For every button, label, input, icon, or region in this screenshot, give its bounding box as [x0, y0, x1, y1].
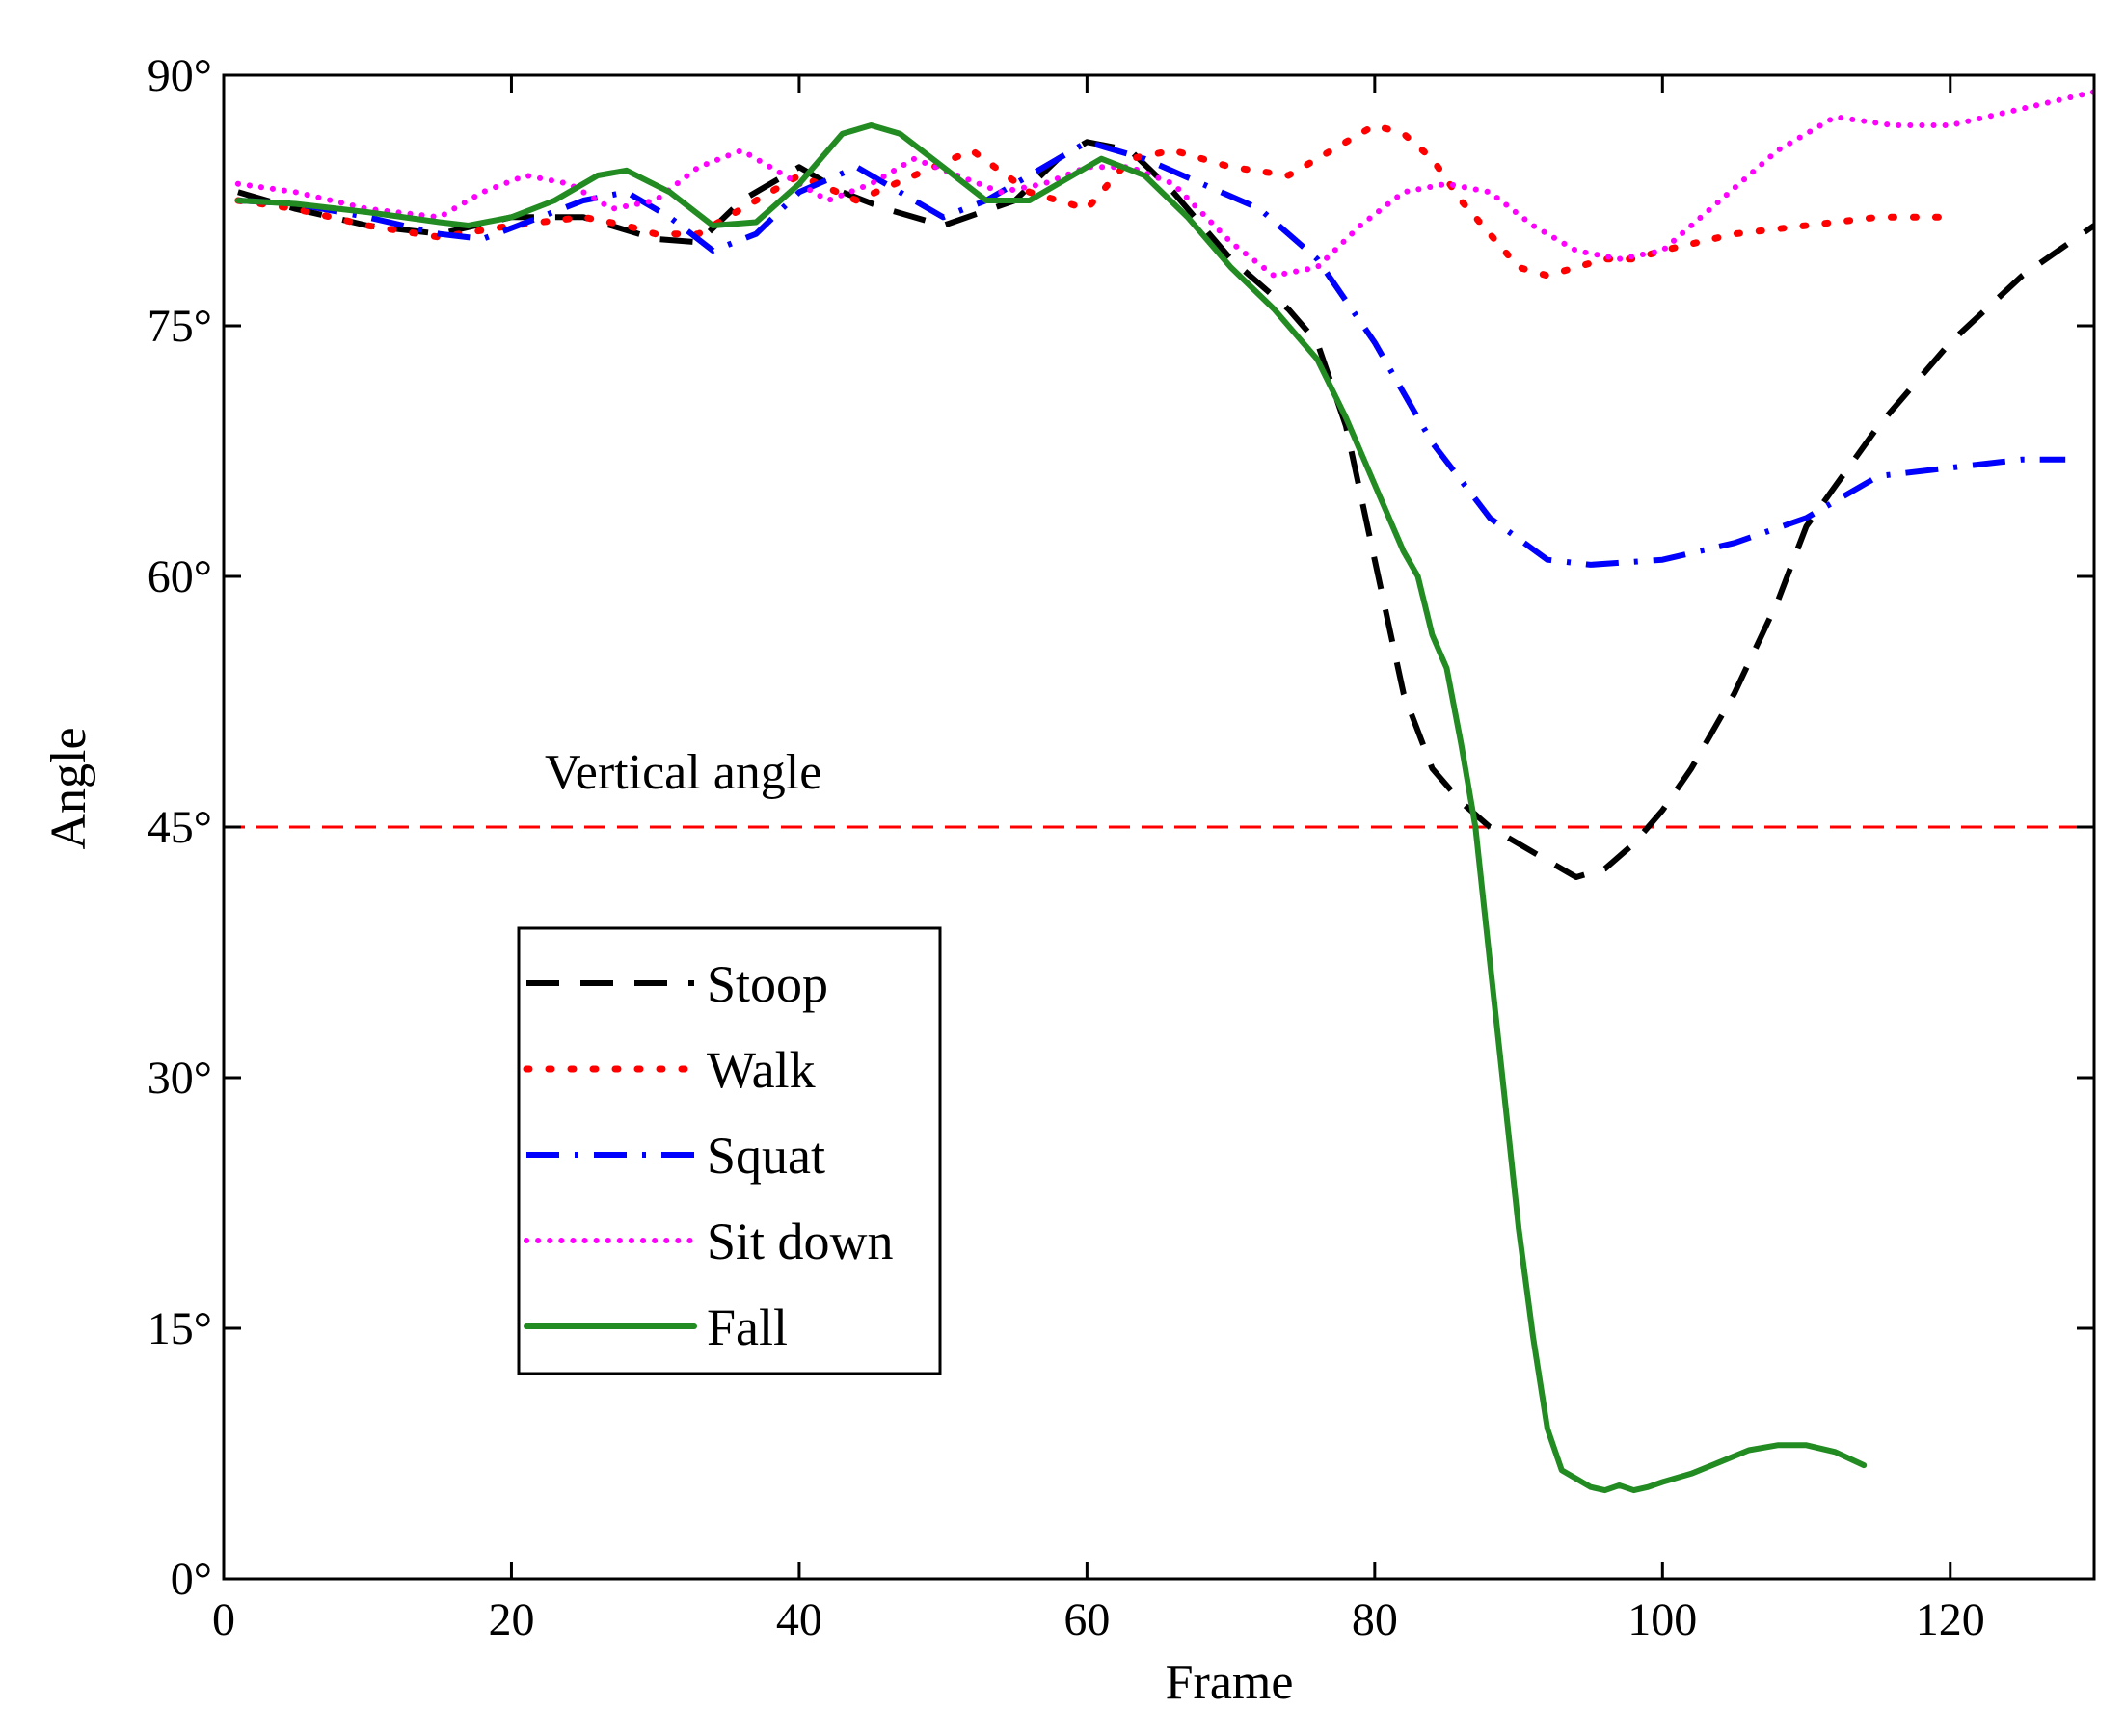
- x-tick-label: 60: [1063, 1594, 1110, 1645]
- y-tick-label: 0°: [171, 1554, 212, 1605]
- series-line-walk: [234, 121, 1954, 280]
- plot-area: [224, 89, 2094, 1494]
- legend-label-sit-down: Sit down: [707, 1213, 894, 1270]
- legend-box: [517, 926, 942, 1375]
- x-tick-label: 0: [212, 1594, 235, 1645]
- y-tick-label: 45°: [148, 802, 212, 853]
- y-tick-label: 60°: [148, 551, 212, 602]
- threshold-annotation: Vertical angle: [545, 745, 821, 800]
- y-tick-label: 30°: [148, 1053, 212, 1104]
- legend: Stoop Walk Squat Sit down Fall: [517, 926, 942, 1375]
- series-line-stoop: [237, 139, 2094, 880]
- y-tick-label: 90°: [148, 50, 212, 101]
- x-tick-label: 100: [1627, 1594, 1697, 1645]
- y-tick-label: 15°: [148, 1303, 212, 1354]
- x-tick-label: 120: [1916, 1594, 1985, 1645]
- x-tick-label: 80: [1352, 1594, 1398, 1645]
- legend-label-stoop: Stoop: [707, 955, 828, 1013]
- series-line-squat: [237, 139, 2066, 568]
- x-axis-title: Frame: [1166, 1655, 1294, 1710]
- x-tick-label: 40: [776, 1594, 822, 1645]
- x-tick-labels: 0 20 40 60 80 100 120: [212, 1594, 1985, 1645]
- legend-label-walk: Walk: [707, 1041, 816, 1099]
- y-tick-labels: 0° 15° 30° 45° 60° 75° 90°: [148, 50, 212, 1605]
- series-line-sit-down: [234, 89, 2094, 279]
- legend-label-fall: Fall: [707, 1298, 788, 1356]
- legend-label-squat: Squat: [707, 1127, 825, 1185]
- x-tick-label: 20: [488, 1594, 534, 1645]
- y-tick-label: 75°: [148, 301, 212, 352]
- y-axis-title: Angle: [41, 727, 96, 849]
- series-line-fall: [234, 122, 1868, 1494]
- plot-frame: [222, 73, 2096, 1581]
